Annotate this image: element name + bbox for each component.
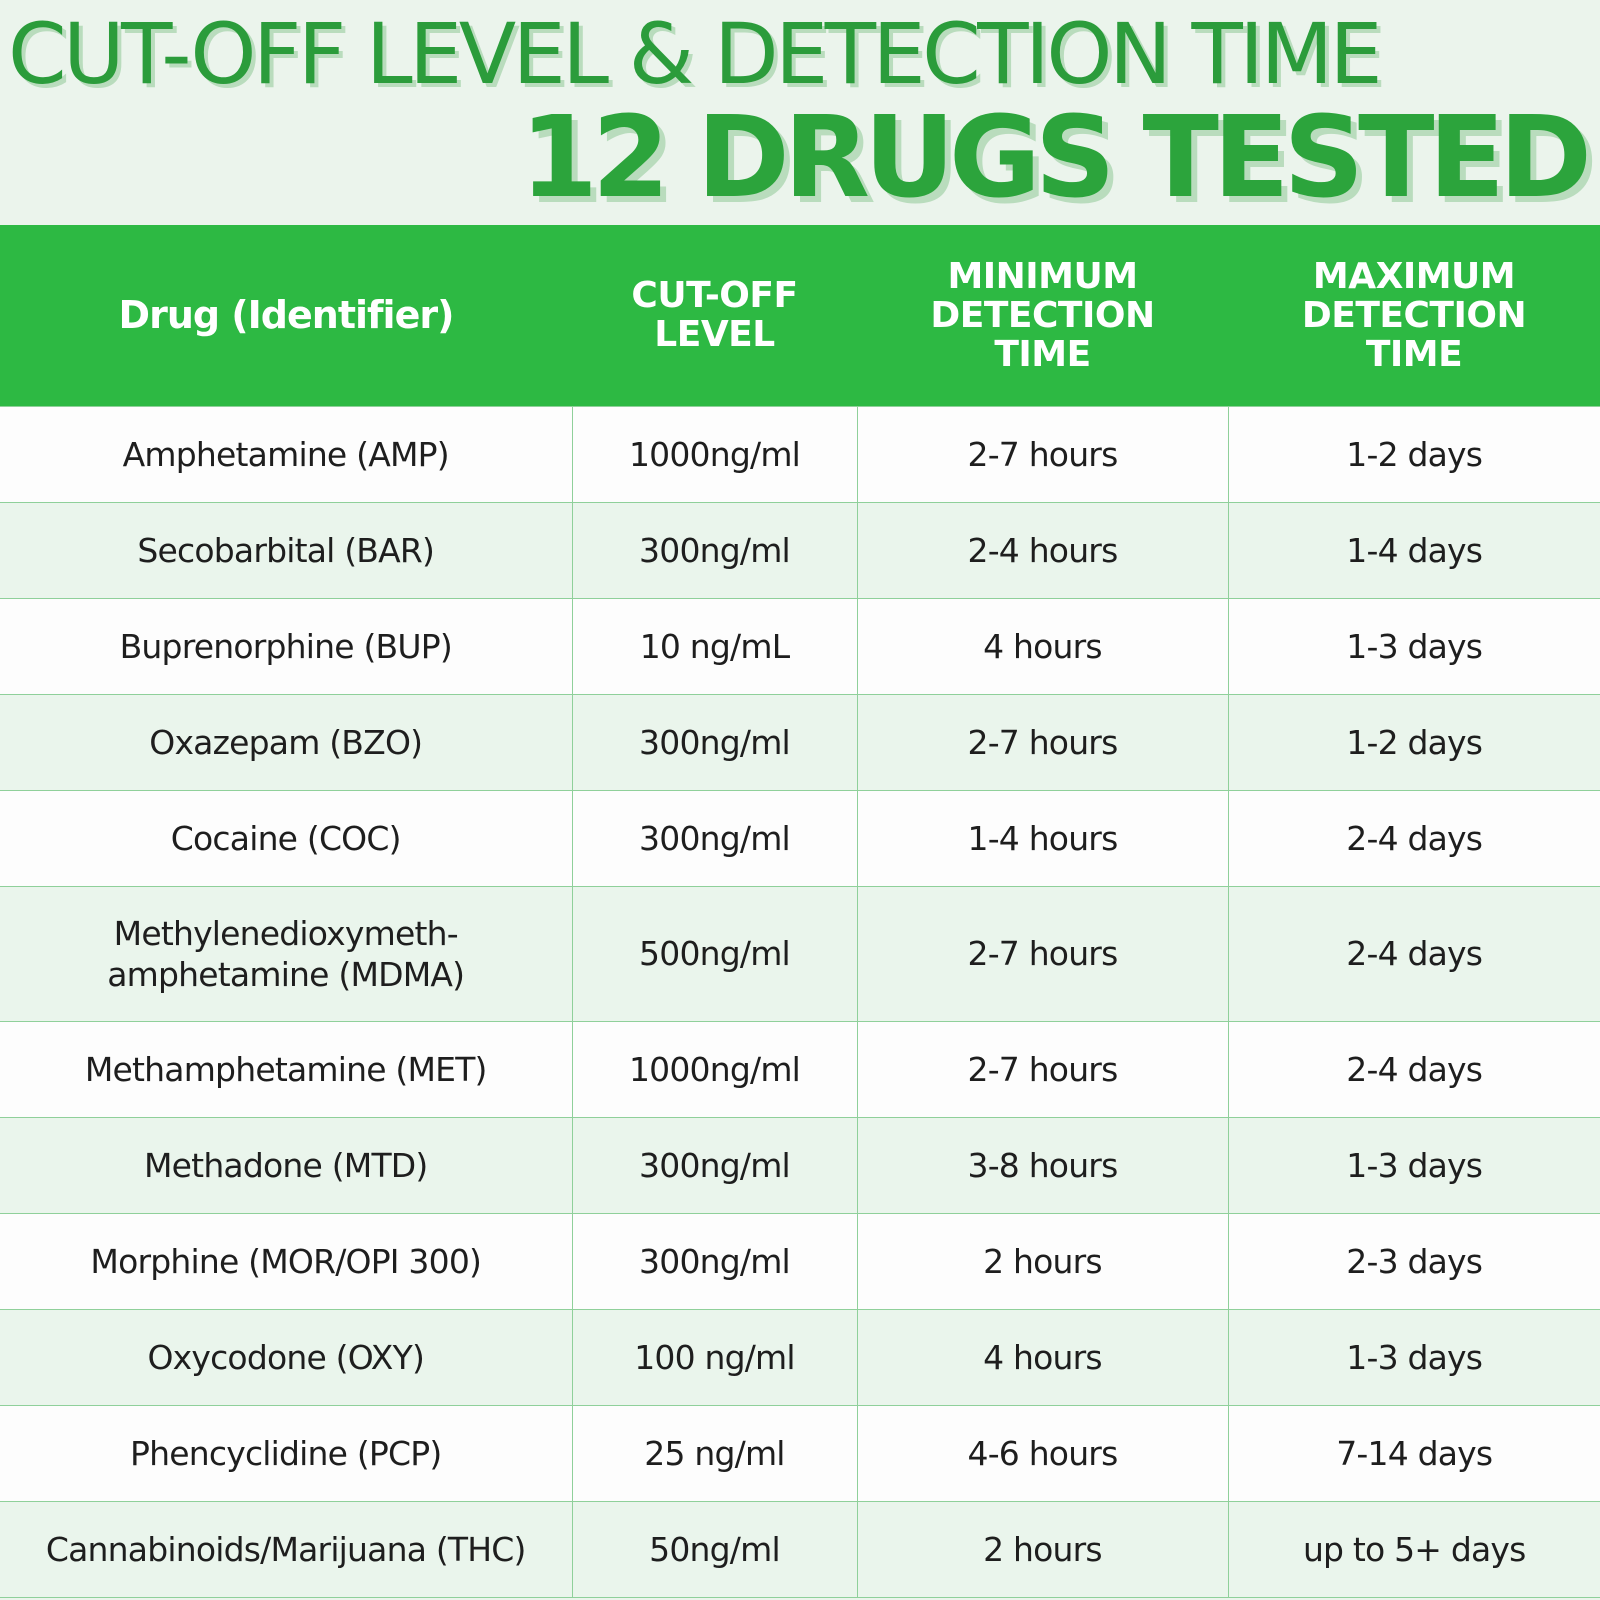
table-row: Methamphetamine (MET) 1000ng/ml 2-7 hour… [0, 1020, 1600, 1118]
drug-cell: Morphine (MOR/OPI 300) [0, 1212, 573, 1310]
drug-table: Drug (Identifier) CUT-OFF LEVEL MINIMUM … [0, 225, 1600, 1598]
table-body: Amphetamine (AMP) 1000ng/ml 2-7 hours 1-… [0, 405, 1600, 1598]
drug-cell: Methadone (MTD) [0, 1116, 573, 1214]
cutoff-cell: 100 ng/ml [571, 1308, 858, 1406]
min-time-cell: 2-7 hours [856, 693, 1229, 791]
table-row: Methadone (MTD) 300ng/ml 3-8 hours 1-3 d… [0, 1116, 1600, 1214]
max-time-cell: 7-14 days [1227, 1404, 1600, 1502]
table-row: Cannabinoids/Marijuana (THC) 50ng/ml 2 h… [0, 1500, 1600, 1598]
min-time-cell: 2-4 hours [856, 501, 1229, 599]
title-area: CUT-OFF LEVEL & DETECTION TIME 12 DRUGS … [0, 0, 1600, 225]
cutoff-cell: 25 ng/ml [571, 1404, 858, 1502]
table-row: Morphine (MOR/OPI 300) 300ng/ml 2 hours … [0, 1212, 1600, 1310]
table-row: Secobarbital (BAR) 300ng/ml 2-4 hours 1-… [0, 501, 1600, 599]
min-time-cell: 3-8 hours [856, 1116, 1229, 1214]
max-time-cell: 1-3 days [1227, 597, 1600, 695]
max-time-cell: 1-2 days [1227, 405, 1600, 503]
cutoff-cell: 1000ng/ml [571, 405, 858, 503]
min-time-cell: 2 hours [856, 1500, 1229, 1598]
drug-cell: Buprenorphine (BUP) [0, 597, 573, 695]
column-header-drug: Drug (Identifier) [0, 225, 572, 406]
max-time-cell: 1-4 days [1227, 501, 1600, 599]
table-row: Amphetamine (AMP) 1000ng/ml 2-7 hours 1-… [0, 405, 1600, 503]
min-time-cell: 4-6 hours [856, 1404, 1229, 1502]
cutoff-cell: 10 ng/mL [571, 597, 858, 695]
table-row: Oxazepam (BZO) 300ng/ml 2-7 hours 1-2 da… [0, 693, 1600, 791]
table-header: Drug (Identifier) CUT-OFF LEVEL MINIMUM … [0, 225, 1600, 406]
table-row: Cocaine (COC) 300ng/ml 1-4 hours 2-4 day… [0, 789, 1600, 887]
min-time-cell: 4 hours [856, 1308, 1229, 1406]
cutoff-cell: 300ng/ml [571, 501, 858, 599]
page-title: CUT-OFF LEVEL & DETECTION TIME [8, 5, 1383, 103]
max-time-cell: 2-4 days [1227, 789, 1600, 887]
cutoff-cell: 300ng/ml [571, 693, 858, 791]
drug-cell: Cannabinoids/Marijuana (THC) [0, 1500, 573, 1598]
table-row: Methylenedioxymeth-amphetamine (MDMA) 50… [0, 885, 1600, 1022]
min-time-cell: 2-7 hours [856, 405, 1229, 503]
drug-cell: Methylenedioxymeth-amphetamine (MDMA) [0, 885, 573, 1022]
min-time-cell: 2-7 hours [856, 885, 1229, 1022]
max-time-cell: 2-3 days [1227, 1212, 1600, 1310]
drug-cell: Methamphetamine (MET) [0, 1020, 573, 1118]
column-header-cutoff: CUT-OFF LEVEL [572, 225, 857, 406]
drug-cell: Amphetamine (AMP) [0, 405, 573, 503]
min-time-cell: 2-7 hours [856, 1020, 1229, 1118]
min-time-cell: 2 hours [856, 1212, 1229, 1310]
cutoff-cell: 1000ng/ml [571, 1020, 858, 1118]
column-header-max-detection: MAXIMUM DETECTION TIME [1228, 225, 1600, 406]
drug-cell: Secobarbital (BAR) [0, 501, 573, 599]
max-time-cell: 1-2 days [1227, 693, 1600, 791]
column-header-min-detection: MINIMUM DETECTION TIME [857, 225, 1228, 406]
max-time-cell: 2-4 days [1227, 885, 1600, 1022]
drug-cell: Oxazepam (BZO) [0, 693, 573, 791]
max-time-cell: up to 5+ days [1227, 1500, 1600, 1598]
min-time-cell: 4 hours [856, 597, 1229, 695]
cutoff-cell: 300ng/ml [571, 789, 858, 887]
max-time-cell: 1-3 days [1227, 1116, 1600, 1214]
max-time-cell: 1-3 days [1227, 1308, 1600, 1406]
max-time-cell: 2-4 days [1227, 1020, 1600, 1118]
cutoff-cell: 500ng/ml [571, 885, 858, 1022]
drug-cell: Phencyclidine (PCP) [0, 1404, 573, 1502]
min-time-cell: 1-4 hours [856, 789, 1229, 887]
cutoff-cell: 50ng/ml [571, 1500, 858, 1598]
cutoff-cell: 300ng/ml [571, 1212, 858, 1310]
table-row: Oxycodone (OXY) 100 ng/ml 4 hours 1-3 da… [0, 1308, 1600, 1406]
table-row: Phencyclidine (PCP) 25 ng/ml 4-6 hours 7… [0, 1404, 1600, 1502]
drug-cell: Oxycodone (OXY) [0, 1308, 573, 1406]
table-row: Buprenorphine (BUP) 10 ng/mL 4 hours 1-3… [0, 597, 1600, 695]
page-subtitle: 12 DRUGS TESTED [519, 93, 1592, 223]
header-row: Drug (Identifier) CUT-OFF LEVEL MINIMUM … [0, 225, 1600, 406]
drug-cell: Cocaine (COC) [0, 789, 573, 887]
cutoff-cell: 300ng/ml [571, 1116, 858, 1214]
